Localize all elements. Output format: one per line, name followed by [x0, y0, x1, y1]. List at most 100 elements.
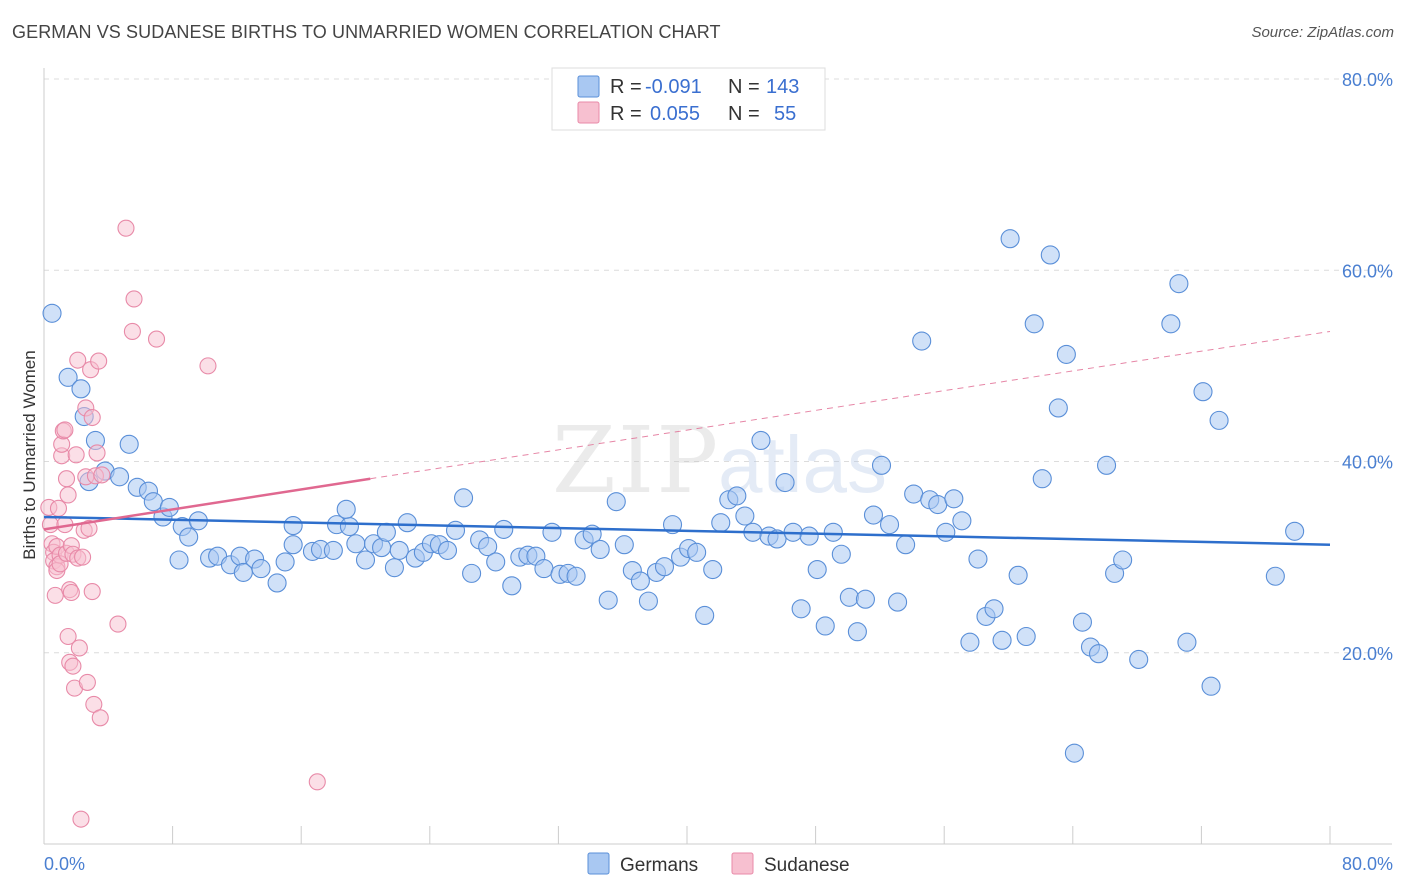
legend-swatch-sudanese — [577, 101, 600, 124]
watermark-zip: ZIP — [552, 407, 720, 514]
data-point — [445, 520, 466, 540]
data-point — [1113, 550, 1133, 570]
legend-swatch-germans — [577, 75, 600, 98]
data-point — [703, 560, 723, 580]
data-point — [799, 526, 819, 546]
y-tick-label: 20.0% — [1342, 644, 1393, 664]
legend-n-label: N = — [728, 103, 760, 125]
y-tick-labels: 20.0% 40.0% 60.0% 80.0% — [1342, 70, 1393, 664]
data-point — [125, 290, 143, 308]
series-germans — [42, 229, 1305, 763]
data-point — [308, 773, 326, 791]
data-point — [1048, 398, 1068, 418]
data-point — [147, 330, 166, 348]
data-point — [283, 535, 303, 555]
trend-line-sudanese-extension — [370, 330, 1331, 480]
y-tick-label: 80.0% — [1342, 70, 1393, 90]
x-tick-label: 0.0% — [44, 854, 85, 874]
data-point — [62, 583, 80, 602]
data-point — [88, 444, 106, 462]
data-point — [169, 550, 189, 570]
data-point — [992, 630, 1012, 650]
trend-line-germans — [43, 515, 1331, 546]
chart-title: GERMAN VS SUDANESE BIRTHS TO UNMARRIED W… — [12, 22, 721, 42]
data-point — [791, 599, 811, 619]
data-point — [109, 615, 127, 633]
data-point — [751, 430, 771, 451]
legend-r-value-sudanese: 0.055 — [650, 103, 700, 125]
data-point — [123, 322, 141, 341]
data-point — [83, 582, 101, 601]
data-point — [90, 352, 108, 370]
data-point — [1285, 521, 1305, 541]
data-point — [46, 586, 64, 604]
data-point — [1024, 314, 1044, 334]
data-point — [199, 357, 217, 375]
data-point — [78, 673, 96, 691]
data-point — [376, 522, 396, 542]
data-point — [80, 519, 98, 537]
y-tick-label: 60.0% — [1342, 261, 1393, 281]
data-point — [283, 516, 303, 536]
data-point — [384, 558, 404, 578]
data-point — [711, 513, 731, 533]
data-point — [904, 484, 924, 504]
data-point — [70, 639, 88, 657]
data-point — [74, 548, 92, 566]
data-point — [775, 472, 795, 493]
data-point — [879, 515, 900, 535]
data-point — [56, 421, 74, 439]
data-point — [662, 515, 683, 535]
data-point — [1064, 743, 1084, 763]
data-point — [727, 486, 747, 506]
data-point — [968, 549, 988, 569]
legend-r-value-germans: -0.091 — [645, 76, 702, 98]
data-point — [159, 497, 179, 517]
data-point — [598, 590, 618, 610]
data-point — [64, 657, 82, 675]
data-point — [462, 563, 482, 583]
data-point — [355, 550, 376, 570]
data-point — [871, 455, 892, 475]
data-point — [815, 616, 835, 636]
legend-label-germans[interactable]: Germans — [620, 855, 698, 876]
data-point — [863, 505, 884, 525]
y-tick-label: 40.0% — [1342, 453, 1393, 473]
data-point — [42, 303, 62, 323]
data-point — [437, 540, 458, 560]
data-point — [267, 573, 287, 593]
data-point — [1016, 626, 1036, 647]
data-point — [654, 557, 675, 577]
data-point — [534, 559, 554, 579]
legend-label-sudanese[interactable]: Sudanese — [764, 855, 850, 876]
data-point — [83, 408, 101, 427]
data-point — [847, 622, 867, 642]
data-point — [69, 351, 87, 369]
legend-swatch-germans[interactable] — [587, 852, 610, 875]
data-point — [67, 446, 85, 464]
data-point — [494, 519, 514, 539]
data-point — [389, 540, 409, 560]
data-point — [638, 591, 658, 611]
legend-n-value-germans: 143 — [766, 76, 799, 98]
data-point — [928, 494, 948, 515]
data-point — [72, 810, 90, 828]
data-point — [542, 522, 562, 542]
data-point — [397, 513, 417, 533]
data-point — [1000, 229, 1020, 249]
data-point — [336, 499, 356, 519]
y-axis-label: Births to Unmarried Women — [20, 350, 39, 559]
legend-swatch-sudanese[interactable] — [731, 852, 754, 875]
data-point — [695, 605, 715, 626]
data-point — [59, 627, 77, 646]
data-point — [960, 632, 980, 652]
data-point — [1201, 676, 1221, 696]
data-point — [614, 535, 634, 555]
data-point — [1161, 314, 1181, 334]
data-point — [687, 542, 707, 562]
data-point — [1032, 469, 1052, 489]
legend-n-label: N = — [728, 76, 760, 98]
data-point — [823, 522, 843, 542]
data-point — [275, 552, 295, 572]
data-point — [486, 552, 506, 572]
